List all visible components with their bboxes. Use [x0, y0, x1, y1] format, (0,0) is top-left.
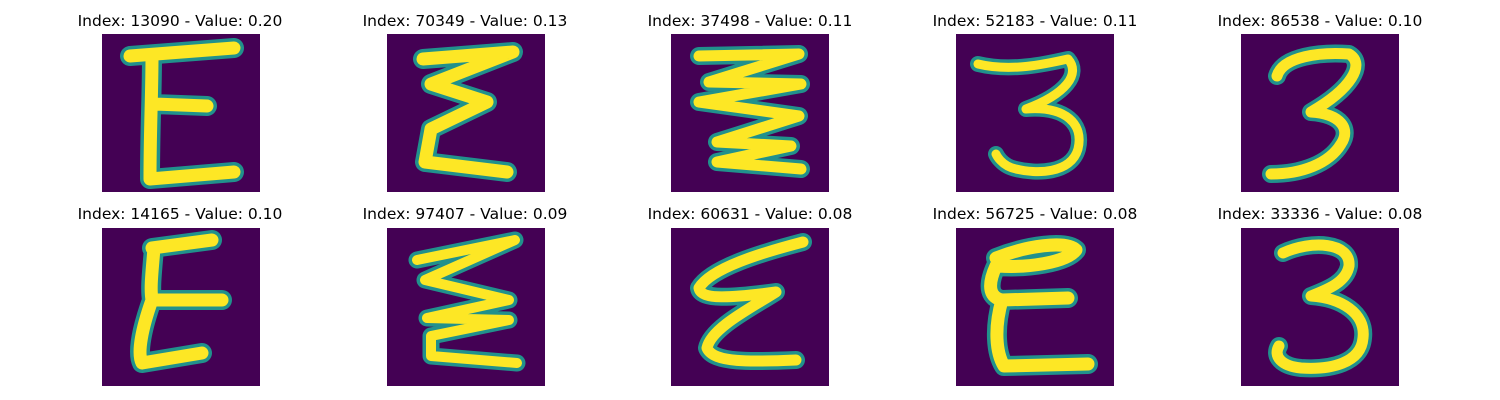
digit-image	[1241, 228, 1399, 386]
glyph-strokes	[120, 38, 244, 189]
panel-title: Index: 70349 - Value: 0.13	[362, 12, 568, 30]
digit-image-svg	[671, 228, 829, 386]
digit-image-svg	[102, 228, 260, 386]
digit-image	[387, 34, 545, 192]
panel-title: Index: 97407 - Value: 0.09	[362, 205, 568, 223]
glyph-strokes	[690, 233, 812, 371]
panel-title: Index: 14165 - Value: 0.10	[77, 205, 283, 223]
glyph-strokes	[690, 45, 810, 178]
digit-image-svg	[956, 34, 1114, 192]
digit-image	[102, 34, 260, 192]
digit-image	[387, 228, 545, 386]
digit-image	[671, 34, 829, 192]
glyph-strokes	[1268, 236, 1373, 378]
digit-image	[671, 228, 829, 386]
glyph-strokes	[413, 42, 523, 182]
glyph-strokes	[970, 51, 1088, 180]
digit-image-svg	[102, 34, 260, 192]
panel-title: Index: 13090 - Value: 0.20	[77, 12, 283, 30]
digit-image-svg	[1241, 228, 1399, 386]
digit-image-svg	[671, 34, 829, 192]
digit-image	[102, 228, 260, 386]
digit-image	[1241, 34, 1399, 192]
panel-title: Index: 52183 - Value: 0.11	[932, 12, 1138, 30]
digit-image	[956, 34, 1114, 192]
glyph-strokes	[1262, 44, 1365, 183]
digit-image-svg	[1241, 34, 1399, 192]
panel-title: Index: 33336 - Value: 0.08	[1217, 205, 1423, 223]
glyph-strokes	[408, 231, 526, 372]
glyph-strokes	[980, 235, 1098, 376]
panel-title: Index: 37498 - Value: 0.11	[647, 12, 853, 30]
digit-image	[956, 228, 1114, 386]
panel-title: Index: 86538 - Value: 0.10	[1217, 12, 1423, 30]
panel-title: Index: 60631 - Value: 0.08	[647, 205, 853, 223]
digit-image-svg	[387, 228, 545, 386]
digit-image-svg	[956, 228, 1114, 386]
glyph-strokes	[130, 230, 232, 373]
digit-image-svg	[387, 34, 545, 192]
panel-title: Index: 56725 - Value: 0.08	[932, 205, 1138, 223]
